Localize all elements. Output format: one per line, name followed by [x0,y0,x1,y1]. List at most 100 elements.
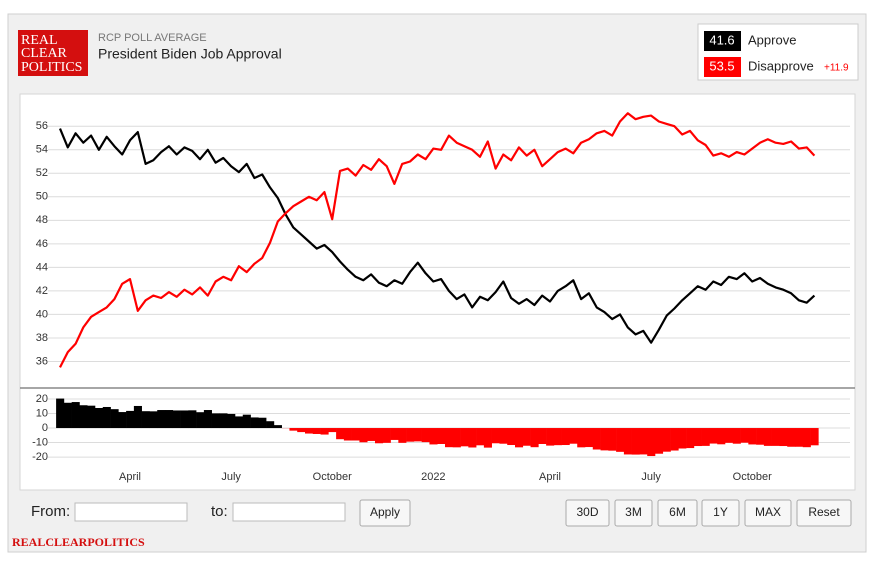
range-button-label[interactable]: 1Y [713,505,728,519]
spread-bar [328,428,337,433]
spread-bar [445,428,454,448]
spread-bar [102,406,111,429]
spread-bar [592,428,601,450]
y-tick-label: -10 [32,436,48,448]
x-tick-label: 2022 [421,471,445,483]
spread-bar [211,413,220,429]
spread-bar [623,428,632,455]
spread-bar [483,428,492,448]
spread-bar [336,428,345,440]
spread-bar [118,412,127,429]
spread-bar [709,428,718,444]
range-button[interactable] [701,499,740,527]
legend-label: Approve [748,32,796,47]
spread-bar [740,428,749,443]
legend-swatch [704,57,741,77]
range-button[interactable] [796,499,852,527]
spread-bar [585,428,594,448]
range-button[interactable] [744,499,792,527]
spread-bar [258,417,267,429]
spread-bar [639,428,648,455]
spread-bar [725,428,734,443]
range-button[interactable] [657,499,698,527]
spread-bar [802,428,811,448]
spread-bar [375,428,384,444]
spread-bar [546,428,555,446]
line [59,112,816,368]
lead-label: +11.9 [824,63,849,74]
range-button[interactable] [614,499,653,527]
spread-bar [289,428,298,431]
logo-text: CLEAR [21,46,68,61]
from-input[interactable] [74,502,188,522]
spread-bar [515,428,524,448]
spread-bar [320,428,329,435]
spread-bar [561,428,570,446]
spread-bar [701,428,710,446]
spread-bar [553,428,562,446]
y-tick-label: 36 [36,355,48,367]
spread-bar [787,428,796,447]
logo-text: REAL [21,33,58,48]
spread-bar [468,428,477,448]
y-tick-label: 48 [36,214,48,226]
spread-bar [763,428,772,446]
spread-bar [437,428,446,444]
spread-bar [126,410,135,429]
spread-bar [460,428,469,447]
range-button-label[interactable]: 30D [576,505,598,519]
range-button-label[interactable]: 6M [669,505,686,519]
spread-bar [491,428,500,444]
spread-bar [250,417,259,429]
spread-bar [266,421,275,429]
spread-bar [569,428,578,444]
spread-bar [95,408,104,429]
spread-bar [732,428,741,444]
spread-bar [343,428,352,441]
logo [18,30,88,76]
spread-bar [748,428,757,445]
spread-bar [406,428,415,442]
spread-bar [196,412,205,429]
to-input[interactable] [232,502,346,522]
spread-bar [413,428,422,442]
y-tick-label: 46 [36,238,48,250]
range-button[interactable] [565,499,610,527]
logo-text: POLITICS [21,60,82,75]
spread-bar [367,428,376,441]
spread-bar [522,428,531,446]
x-tick-label: April [539,471,561,483]
spread-bar [149,411,158,429]
spread-bar [452,428,461,448]
x-tick-label: July [641,471,661,483]
spread-bar [538,428,547,444]
spread-bar [608,428,617,451]
spread-bar [133,405,142,429]
spread-bar [312,428,321,434]
x-tick-label: October [313,471,352,483]
spread-bar [203,410,212,429]
range-button-label[interactable]: Reset [808,505,840,519]
to-label: to: [211,503,228,520]
apply-button[interactable] [359,499,411,527]
spread-bar [165,410,174,429]
x-tick-label: April [119,471,141,483]
apply-button-label[interactable]: Apply [370,505,400,519]
spread-bar [273,425,282,429]
y-tick-label: 10 [36,407,48,419]
y-tick-label: 40 [36,308,48,320]
spread-bar [499,428,508,444]
legend-value: 53.5 [709,58,734,73]
range-button-label[interactable]: MAX [755,505,781,519]
spread-bar [180,410,189,429]
range-button-label[interactable]: 3M [625,505,642,519]
spread-bar [305,428,314,434]
spread-bar [421,428,430,443]
y-tick-label: 0 [42,422,48,434]
y-tick-label: 52 [36,167,48,179]
chart-title: President Biden Job Approval [98,46,282,62]
spread-bar [655,428,664,454]
y-tick-label: -20 [32,451,48,463]
y-tick-label: 50 [36,191,48,203]
y-tick-label: 42 [36,285,48,297]
